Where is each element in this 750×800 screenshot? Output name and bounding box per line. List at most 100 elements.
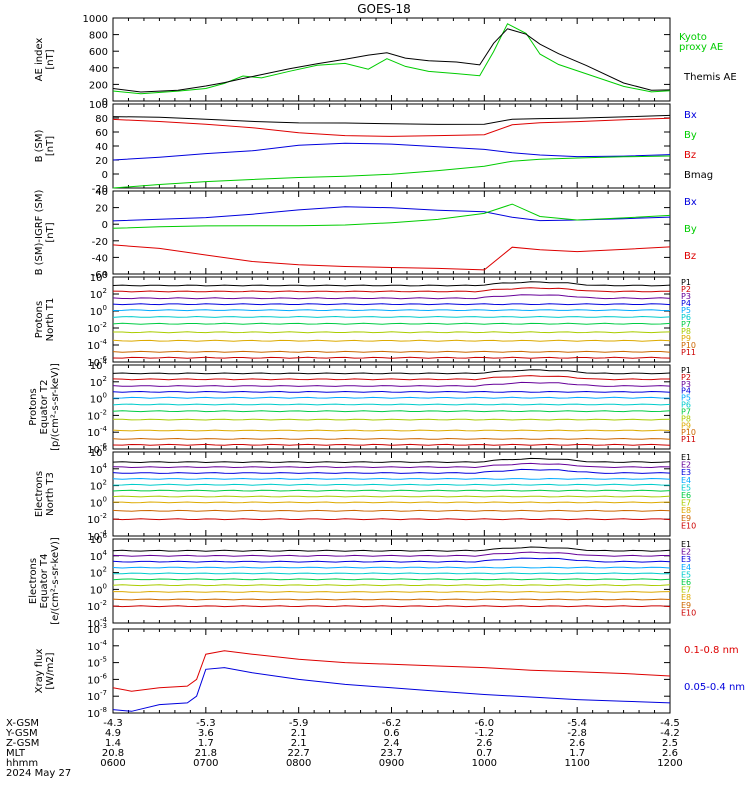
y-tick-label: 400 [89,64,108,75]
date-label: 2024 May 27 [6,768,71,779]
flux-channel-line [112,468,671,474]
series-line [112,203,671,229]
flux-channel-line [112,483,671,486]
y-tick-label: 40 [95,187,108,198]
y-tick-label: 10-2 [87,599,107,613]
y-axis-title: Xray flux [34,649,45,694]
flux-channel-line [112,429,671,432]
y-tick-label: 10-4 [87,529,107,543]
legend-entry: E8 [681,506,691,515]
y-axis-title: AE index [34,38,45,82]
legend: Bx By Bz Bmag [684,110,713,181]
flux-channel-line [112,287,670,293]
flux-channel-line [112,462,671,469]
flux-channel-line [112,294,671,300]
y-tick-label: 80 [95,114,108,125]
flux-channel-line [112,572,670,575]
legend-entry: P7 [681,320,691,329]
legend-entry: P11 [681,435,696,444]
legend-entry: E1 [681,540,691,549]
legend-entry: E6 [681,578,691,587]
panel-frame [112,364,671,450]
y-axis-title: Equator T2 [39,380,50,435]
flux-channel-line [112,546,671,552]
legend-entry: P5 [681,394,691,403]
flux-channel-line [112,477,671,480]
legend-entry: P5 [681,306,691,315]
panel-frame [112,276,671,363]
y-tick-label: 600 [89,47,108,58]
flux-channel-line [112,578,671,581]
y-tick-label: 10-4 [87,639,107,653]
y-tick-label: 10-4 [87,616,107,630]
flux-channel-line [113,331,671,334]
y-axis-title: [nT] [45,49,56,69]
y-tick-label: 104 [90,549,108,563]
panel-4: 104 102 100 10-2 10-4 10-6 Protons North T1 P1P2… [34,270,696,369]
flux-channel-line [112,437,671,440]
y-tick-label: 20 [95,156,108,167]
series-line [112,114,671,125]
plot-title: GOES-18 [357,2,411,16]
y-tick-label: 10-2 [87,512,107,526]
x-axis-value: -5.3 [196,718,216,729]
legend-entry: P4 [681,387,691,396]
flux-channel-line [113,590,671,593]
legend-entry: E9 [681,514,691,523]
legend-entry: 0.1-0.8 nm [684,645,739,656]
panel-frame [112,538,671,624]
y-axis-title: Protons [28,388,39,425]
y-tick-label: 102 [90,479,107,493]
y-tick-label: 10-3 [87,622,107,636]
y-axis-title: B (SM) [34,129,45,162]
y-tick-label: -20 [92,237,108,248]
y-tick-label: 100 [90,582,107,596]
panel-7: 106 104 102 100 10-2 10-4 Electrons Equator T4[… [28,532,696,630]
y-axis-title: North T3 [45,472,56,516]
flux-channel-line [112,410,671,413]
legend-entry: P10 [681,341,696,350]
y-tick-label: 0 [102,220,108,231]
y-tick-label: 102 [90,287,107,301]
x-axis-value: -4.2 [660,728,680,739]
flux-channel-line [112,489,671,492]
panel-frame [112,103,671,189]
flux-channel-line [112,390,671,393]
x-axis-value: 1.4 [105,738,121,749]
legend-entry: E6 [681,491,691,500]
flux-channel-line [112,605,671,608]
y-tick-label: 20 [95,204,108,215]
y-tick-label: 102 [90,566,107,580]
flux-channel-line [112,551,670,557]
y-tick-label: 10-4 [87,425,107,439]
flux-channel-line [112,443,671,446]
legend-entry: E1 [681,453,691,462]
panel-2: -20 0 20 40 60 80 100 B (SM) [nT] Bx By Bz Bmag [34,100,713,195]
legend-entry: E3 [681,555,691,564]
x-axis-value: 22.7 [288,748,310,759]
flux-channel-line [112,495,671,498]
series-line [112,117,671,137]
x-axis-value: 2.1 [291,738,307,749]
x-axis-value: 2.1 [291,728,307,739]
y-tick-label: 10-5 [87,656,107,670]
legend-entry: E2 [681,548,691,557]
x-axis-value: 0600 [100,758,125,769]
legend-entry: P6 [681,401,691,410]
flux-channel-line [112,322,671,325]
flux-channel-line [112,350,671,353]
y-tick-label: -60 [92,270,108,281]
legend-entry: 0.05-0.4 nm [684,682,745,693]
panel-8: 10-3 10-4 10-5 10-6 10-7 10-8 Xray flux [W/m2] 0… [34,622,745,720]
y-tick-label: 100 [90,495,107,509]
y-tick-label: 106 [90,532,108,546]
series-line [112,23,671,95]
legend-entry: P6 [681,313,691,322]
y-tick-label: 10-2 [87,321,107,335]
